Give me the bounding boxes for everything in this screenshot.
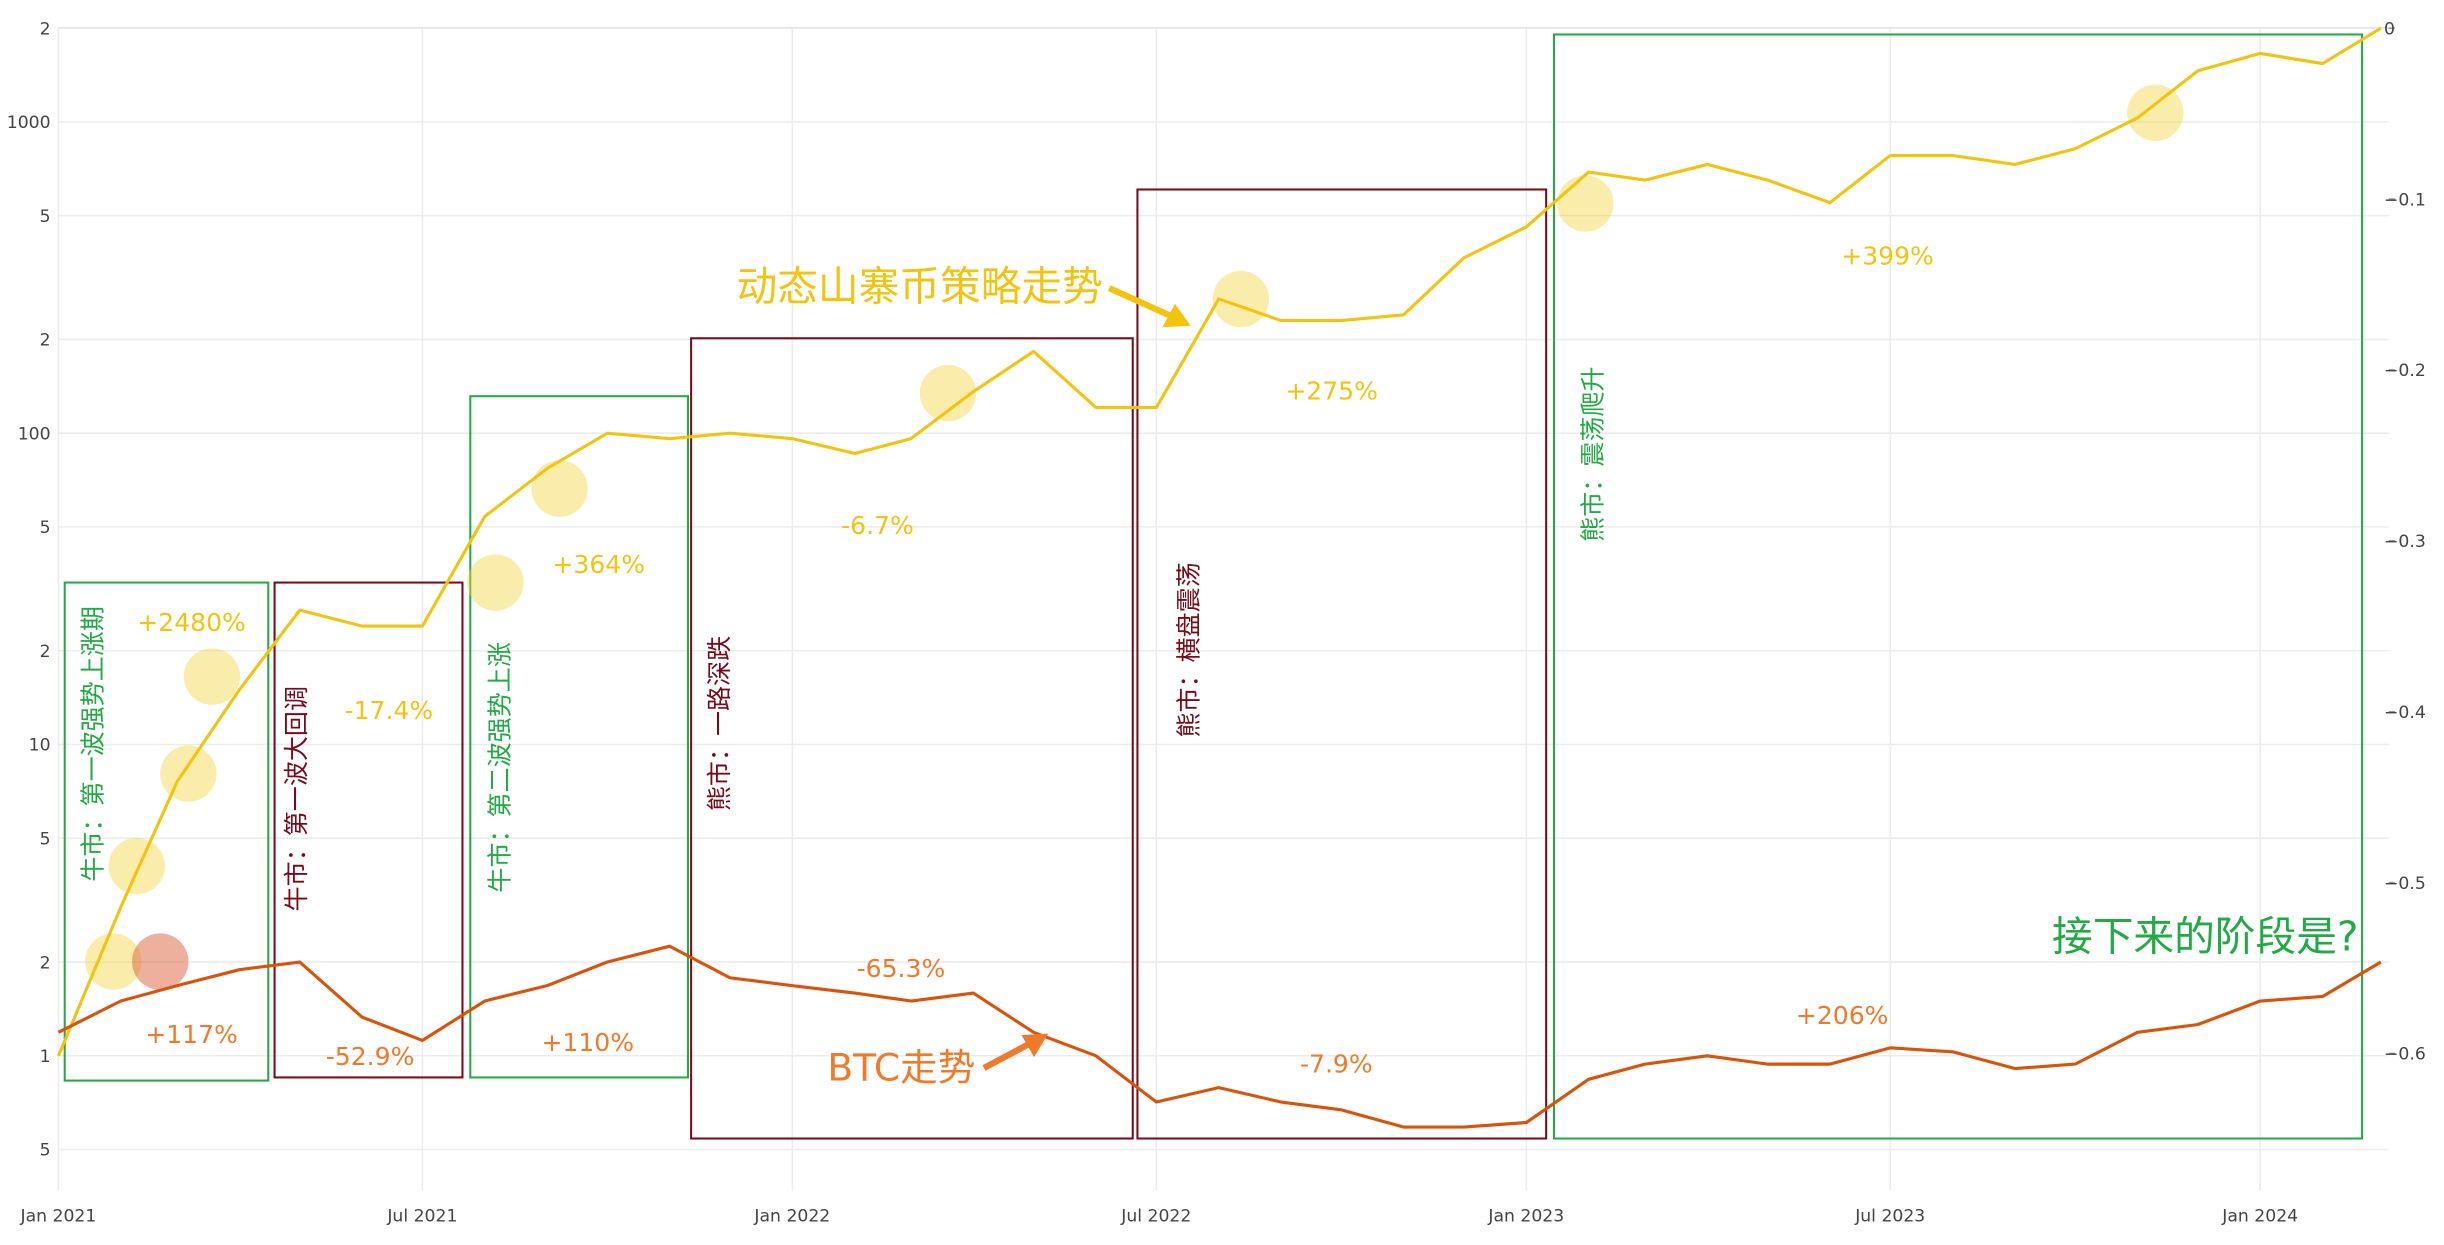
phase-label: 熊市：震荡爬升 bbox=[1579, 366, 1608, 541]
btc-change-label: +117% bbox=[145, 1020, 238, 1049]
y-tick-label: 2 bbox=[40, 953, 51, 973]
x-tick-label: Jan 2022 bbox=[753, 1207, 830, 1227]
phase-box bbox=[690, 337, 1134, 1140]
y-tick-label: 1000 bbox=[7, 113, 51, 133]
series-line bbox=[56, 26, 2382, 1057]
x-tick-label: Jan 2024 bbox=[2221, 1207, 2298, 1227]
y2-tick-label: −0.1 bbox=[2384, 190, 2426, 210]
x-tick-label: Jul 2022 bbox=[1120, 1207, 1191, 1227]
phase-box bbox=[1136, 188, 1548, 1140]
x-tick-label: Jan 2021 bbox=[20, 1207, 97, 1227]
phase-label: 牛市：第二波强势上涨 bbox=[486, 642, 515, 892]
x-tick-label: Jul 2023 bbox=[1854, 1207, 1925, 1227]
alt-change-label: +364% bbox=[552, 550, 645, 579]
alt-change-label: -17.4% bbox=[345, 696, 434, 725]
alt-change-label: +275% bbox=[1285, 376, 1378, 405]
question-annotation: 接下来的阶段是? bbox=[2052, 913, 2359, 961]
alt-change-label: +2480% bbox=[137, 608, 246, 637]
y2-tick-label: −0.4 bbox=[2384, 703, 2426, 723]
y-tick-label: 2 bbox=[40, 19, 51, 39]
y-tick-label: 10 bbox=[29, 736, 51, 756]
y-tick-label: 5 bbox=[40, 207, 51, 227]
btc-change-label: +206% bbox=[1796, 1001, 1889, 1030]
phase-label: 牛市：第一波强势上涨期 bbox=[78, 606, 107, 882]
x-tick-label: Jan 2023 bbox=[1487, 1207, 1564, 1227]
arrows bbox=[982, 285, 1191, 1071]
y2-tick-label: 0 bbox=[2384, 19, 2395, 39]
alt-change-label: +399% bbox=[1841, 242, 1934, 271]
phase-label: 牛市：第一波大回调 bbox=[282, 686, 311, 911]
series-line bbox=[57, 944, 2382, 1129]
y-tick-label: 2 bbox=[40, 331, 51, 351]
btc-change-label: -52.9% bbox=[326, 1042, 415, 1071]
alt-annotation: 动态山寨币策略走势 bbox=[737, 263, 1103, 311]
y-tick-label: 100 bbox=[18, 424, 51, 444]
phase-label: 熊市：一路深跌 bbox=[705, 636, 734, 811]
btc-change-label: -7.9% bbox=[1300, 1050, 1373, 1079]
y2-tick-label: −0.3 bbox=[2384, 532, 2426, 552]
highlights bbox=[85, 84, 2184, 990]
phase-label: 熊市：横盘震荡 bbox=[1175, 562, 1204, 737]
phase-box bbox=[63, 581, 270, 1082]
btc-change-label: -65.3% bbox=[857, 954, 946, 983]
phase-box bbox=[1552, 33, 2364, 1140]
alt-change-label: -6.7% bbox=[841, 511, 914, 540]
x-tick-label: Jul 2021 bbox=[386, 1207, 457, 1227]
y-tick-label: 5 bbox=[40, 1141, 51, 1161]
y-tick-label: 2 bbox=[40, 642, 51, 662]
phase-box bbox=[273, 581, 464, 1079]
btc-annotation: BTC走势 bbox=[827, 1046, 975, 1090]
y-tick-label: 1 bbox=[40, 1047, 51, 1067]
y-tick-label: 5 bbox=[40, 518, 51, 538]
y2-tick-label: −0.2 bbox=[2384, 361, 2426, 381]
btc-change-label: +110% bbox=[541, 1028, 634, 1057]
y-tick-label: 5 bbox=[40, 829, 51, 849]
phase-box bbox=[469, 395, 689, 1079]
y2-tick-label: −0.6 bbox=[2384, 1045, 2426, 1065]
y2-tick-label: −0.5 bbox=[2384, 874, 2426, 894]
